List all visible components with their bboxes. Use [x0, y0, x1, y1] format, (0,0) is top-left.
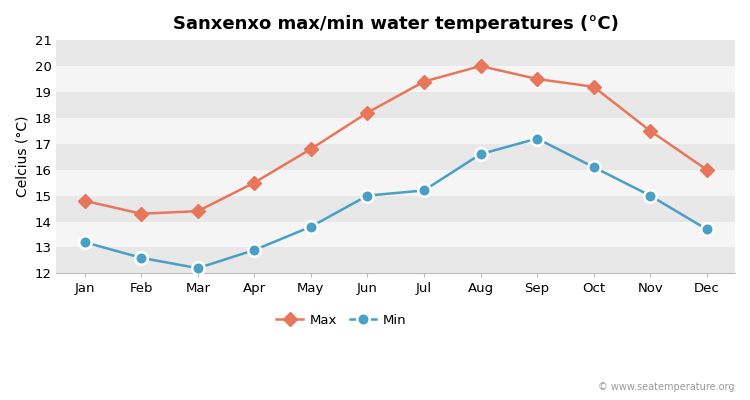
Bar	[56, 170, 735, 196]
Line: Min: Min	[79, 132, 713, 274]
Min	[250, 248, 259, 252]
Title: Sanxenxo max/min water temperatures (°C): Sanxenxo max/min water temperatures (°C)	[172, 15, 619, 33]
Min	[702, 227, 711, 232]
Max	[307, 146, 316, 151]
Bar	[56, 144, 735, 170]
Max	[702, 167, 711, 172]
Bar	[56, 40, 735, 66]
Max	[476, 64, 485, 68]
Max	[532, 76, 542, 81]
Max	[419, 79, 428, 84]
Bar	[56, 118, 735, 144]
Max	[363, 110, 372, 115]
Min	[476, 152, 485, 156]
Min	[646, 193, 655, 198]
Max	[646, 128, 655, 133]
Bar	[56, 196, 735, 222]
Y-axis label: Celcius (°C): Celcius (°C)	[15, 116, 29, 198]
Text: © www.seatemperature.org: © www.seatemperature.org	[598, 382, 735, 392]
Max	[590, 84, 598, 89]
Min	[307, 224, 316, 229]
Line: Max: Max	[80, 61, 712, 219]
Min	[363, 193, 372, 198]
Bar	[56, 248, 735, 273]
Max	[194, 209, 202, 214]
Min	[80, 240, 89, 245]
Max	[250, 180, 259, 185]
Bar	[56, 92, 735, 118]
Bar	[56, 66, 735, 92]
Min	[194, 266, 202, 270]
Max	[136, 211, 146, 216]
Min	[532, 136, 542, 141]
Min	[136, 256, 146, 260]
Min	[590, 165, 598, 170]
Max	[80, 198, 89, 203]
Min	[419, 188, 428, 193]
Bar	[56, 222, 735, 248]
Legend: Max, Min: Max, Min	[271, 308, 412, 332]
